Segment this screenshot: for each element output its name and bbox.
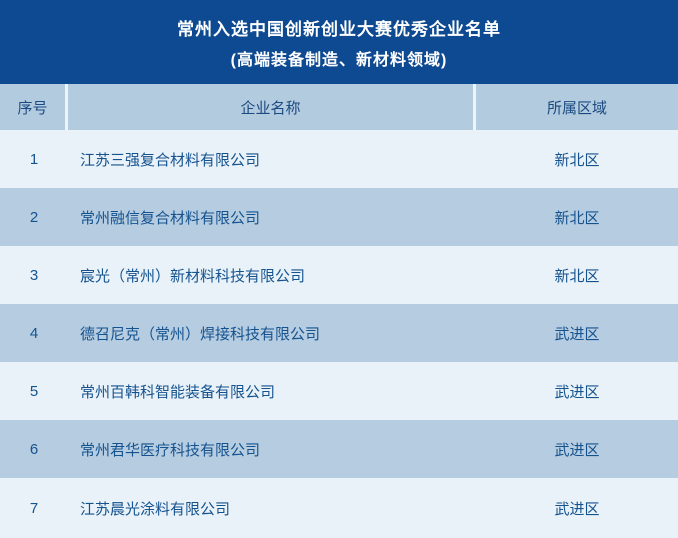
table-row: 7 江苏晨光涂料有限公司 武进区 [0, 478, 678, 538]
cell-seq: 1 [29, 150, 39, 168]
cell-seq: 3 [29, 266, 39, 284]
cell-region: 新北区 [554, 267, 600, 285]
cell-company-name: 宸光（常州）新材料科技有限公司 [80, 267, 306, 285]
company-table: 序号 企业名称 所属区域 1 江苏三强复合材料有限公司 新北区 2 常州融信复合… [0, 84, 678, 538]
table-row: 4 德召尼克（常州）焊接科技有限公司 武进区 [0, 304, 678, 362]
cell-company-name: 德召尼克（常州）焊接科技有限公司 [80, 325, 321, 343]
table-row: 6 常州君华医疗科技有限公司 武进区 [0, 420, 678, 478]
cell-region: 武进区 [554, 441, 600, 459]
cell-company-name: 江苏晨光涂料有限公司 [80, 500, 231, 518]
cell-seq: 2 [29, 208, 39, 226]
cell-region: 武进区 [554, 500, 600, 518]
cell-company-name: 常州融信复合材料有限公司 [80, 209, 261, 227]
cell-seq: 5 [29, 382, 39, 400]
cell-region: 新北区 [554, 151, 600, 169]
cell-region: 新北区 [554, 209, 600, 227]
cell-region: 武进区 [554, 383, 600, 401]
cell-company-name: 江苏三强复合材料有限公司 [80, 151, 261, 169]
page-subtitle: (高端装备制造、新材料领域) [230, 51, 448, 69]
table-row: 1 江苏三强复合材料有限公司 新北区 [0, 130, 678, 188]
cell-seq: 6 [29, 440, 39, 458]
header-seq: 序号 [0, 84, 68, 130]
header-company-name: 企业名称 [68, 84, 476, 130]
title-banner: 常州入选中国创新创业大赛优秀企业名单 (高端装备制造、新材料领域) [0, 0, 678, 84]
cell-seq: 4 [29, 324, 39, 342]
table-row: 5 常州百韩科智能装备有限公司 武进区 [0, 362, 678, 420]
table-row: 2 常州融信复合材料有限公司 新北区 [0, 188, 678, 246]
cell-company-name: 常州百韩科智能装备有限公司 [80, 383, 276, 401]
cell-company-name: 常州君华医疗科技有限公司 [80, 441, 261, 459]
table-row: 3 宸光（常州）新材料科技有限公司 新北区 [0, 246, 678, 304]
header-region: 所属区域 [546, 99, 607, 117]
cell-seq: 7 [29, 499, 39, 517]
page-title: 常州入选中国创新创业大赛优秀企业名单 [177, 19, 501, 39]
cell-region: 武进区 [554, 325, 600, 343]
table-header-row: 序号 企业名称 所属区域 [0, 84, 678, 130]
